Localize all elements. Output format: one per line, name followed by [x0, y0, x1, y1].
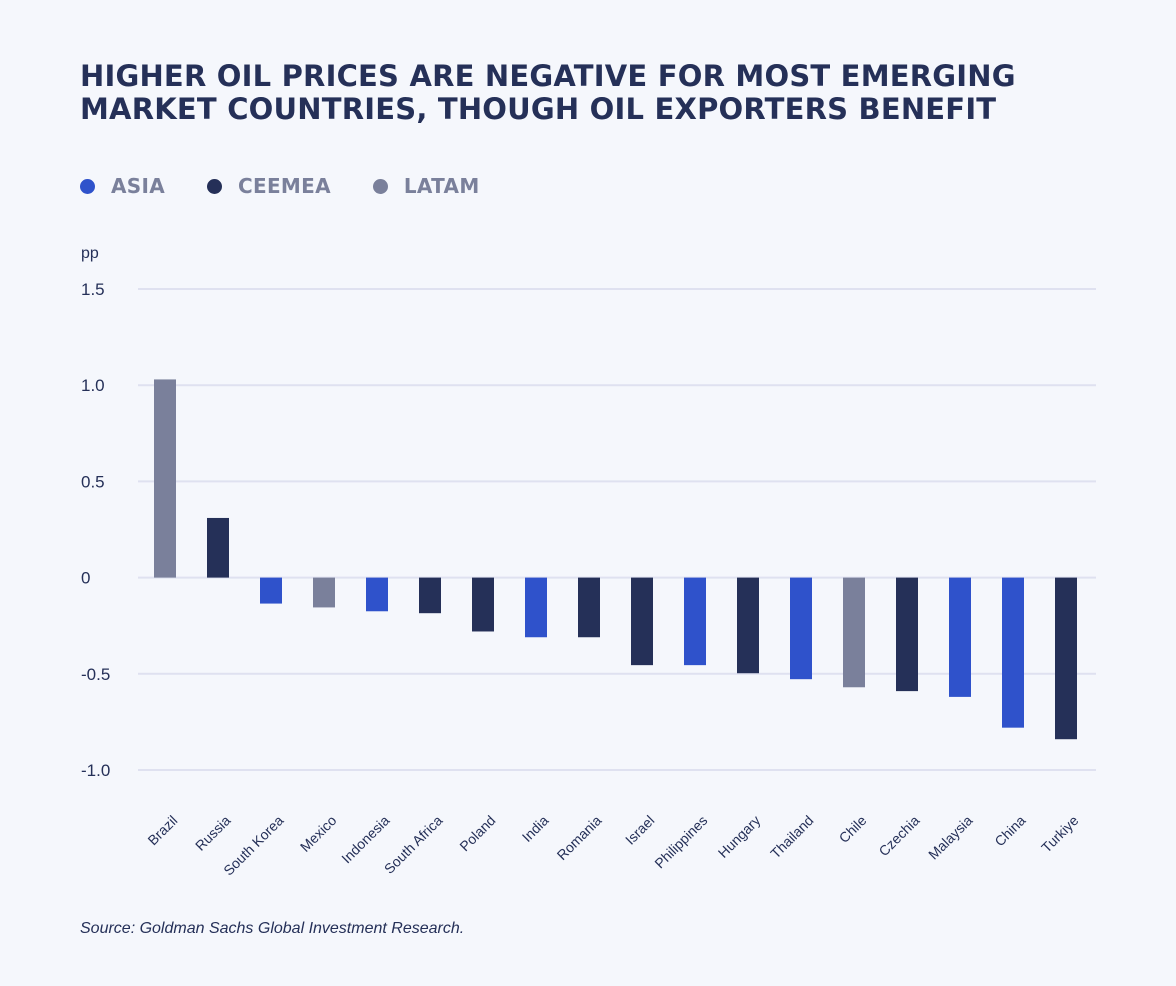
- bar-hungary: [737, 577, 759, 674]
- x-tick-label: Turkiye: [1038, 812, 1082, 856]
- x-tick-label: China: [991, 812, 1028, 849]
- bar-indonesia: [366, 577, 388, 612]
- bar-brazil: [154, 379, 176, 578]
- y-axis-ticks: 1.5 1.0 0.5 0 -0.5 -1.0: [81, 280, 110, 780]
- legend-label-asia: ASIA: [111, 174, 166, 198]
- x-tick-label: Romania: [554, 812, 605, 863]
- y-tick-label: 0.5: [81, 472, 105, 491]
- legend: ASIA CEEMEA LATAM: [80, 174, 480, 198]
- legend-dot-ceemea: [207, 178, 223, 194]
- bar-israel: [631, 577, 653, 666]
- x-tick-label: Malaysia: [925, 812, 976, 863]
- y-axis-unit-label: pp: [81, 245, 99, 262]
- legend-item-latam: LATAM: [372, 174, 480, 198]
- bar-south-korea: [260, 577, 282, 604]
- gridlines: [138, 288, 1096, 771]
- bar-romania: [578, 577, 600, 638]
- x-tick-label: Israel: [622, 812, 658, 848]
- bar-poland: [472, 577, 494, 632]
- legend-item-ceemea: CEEMEA: [207, 174, 331, 198]
- x-tick-label: India: [519, 812, 552, 845]
- bar-malaysia: [949, 577, 971, 697]
- legend-dot-asia: [80, 178, 95, 194]
- bars: [154, 379, 1077, 740]
- x-tick-label: Russia: [192, 812, 234, 854]
- y-tick-label: -0.5: [81, 665, 110, 684]
- bar-turkiye: [1055, 577, 1077, 740]
- legend-label-latam: LATAM: [403, 174, 480, 198]
- bar-thailand: [790, 577, 812, 680]
- source-note: Source: Goldman Sachs Global Investment …: [80, 920, 465, 937]
- y-tick-label: -1.0: [81, 761, 110, 780]
- bar-russia: [207, 517, 229, 578]
- x-tick-label: Philippines: [651, 812, 710, 871]
- legend-item-asia: ASIA: [80, 174, 165, 198]
- x-tick-label: Indonesia: [338, 812, 392, 866]
- chart-title: HIGHER OIL PRICES ARE NEGATIVE FOR MOST …: [80, 59, 1016, 126]
- x-tick-label: Brazil: [144, 812, 180, 848]
- x-tick-label: Thailand: [767, 812, 816, 861]
- y-tick-label: 0: [81, 569, 90, 588]
- bar-philippines: [684, 577, 706, 666]
- y-tick-label: 1.5: [81, 280, 105, 299]
- x-tick-label: Mexico: [297, 812, 340, 855]
- bar-czechia: [896, 577, 918, 692]
- bar-china: [1002, 577, 1024, 728]
- bar-chile: [843, 577, 865, 688]
- y-tick-label: 1.0: [81, 376, 105, 395]
- bar-south-africa: [419, 577, 441, 614]
- x-tick-label: Czechia: [875, 812, 922, 859]
- bar-india: [525, 577, 547, 638]
- legend-label-ceemea: CEEMEA: [238, 174, 331, 198]
- legend-dot-latam: [372, 178, 388, 194]
- x-tick-label: Hungary: [715, 812, 764, 861]
- bar-mexico: [313, 577, 335, 608]
- x-tick-label: Poland: [456, 812, 498, 854]
- x-tick-label: Chile: [836, 812, 870, 846]
